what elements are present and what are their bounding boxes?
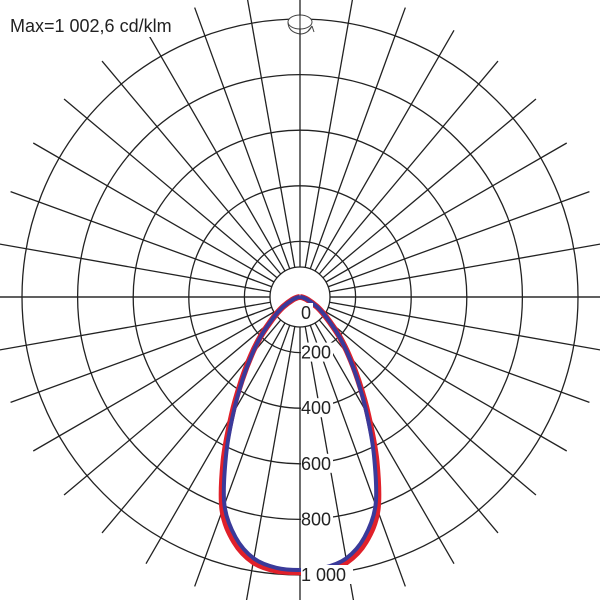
intensity-curves [218,294,382,576]
grid-spoke [32,142,275,283]
rotation-icon [287,8,315,36]
tick-label-bg [301,342,333,362]
radial-tick-label: 0 [301,303,311,323]
grid-spoke [0,243,271,293]
grid-spoke [327,191,590,288]
grid-spoke [322,315,537,496]
grid-spoke [327,306,590,403]
grid-spoke [10,306,273,403]
tick-label-bg [301,398,333,418]
grid-spoke [314,29,455,272]
radial-tick-labels: 0 200 400 600 800 1 000 [301,303,353,585]
radial-tick-label: 600 [301,454,331,474]
grid-spoke [304,0,354,268]
radial-tick-label: 800 [301,509,331,529]
grid-spoke [309,324,406,587]
tick-label-bg [301,509,333,529]
tick-label-bg [301,453,333,473]
grid-spoke [101,60,282,275]
grid-spoke [0,301,271,351]
grid-spoke [309,7,406,270]
intensity-curve-1 [221,295,379,572]
grid-spoke [10,191,273,288]
grid-spoke [314,322,455,565]
grid-spoke [145,322,286,565]
grid-spoke [194,7,291,270]
grid-spoke [318,60,499,275]
radial-tick-label: 200 [301,343,331,363]
grid-spoke [194,324,291,587]
radial-tick-label: 1 000 [301,565,346,585]
grid-spoke [246,0,296,268]
grid-spoke [32,311,275,452]
grid-spoke [322,98,537,279]
grid-spoke [245,326,296,600]
tick-label-bg [301,565,353,584]
chart-title: Max=1 002,6 cd/klm [10,16,176,37]
grid-spoke [329,301,600,351]
grid-spoke [325,142,568,283]
tick-label-bg [301,303,313,322]
radial-tick-label: 400 [301,398,331,418]
grid-spoke [145,29,286,272]
grid-spoke [63,315,278,496]
grid-spoke [329,243,600,293]
grid-spoke [325,311,568,452]
grid-spoke [63,98,278,279]
